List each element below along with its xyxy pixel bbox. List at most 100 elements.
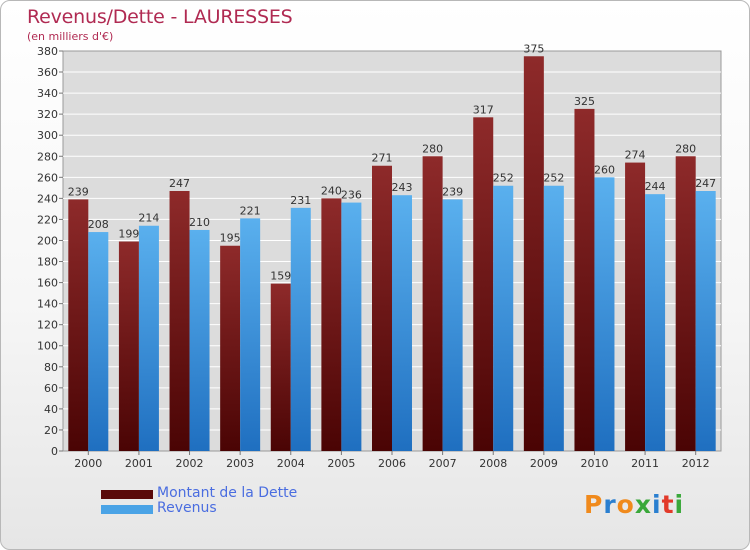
y-tick-label: 80 [44,361,58,374]
data-label: 375 [523,42,544,55]
y-tick-label: 180 [37,256,58,269]
y-tick-label: 140 [37,298,58,311]
bar-debt [422,156,443,451]
logo-letter: r [603,490,617,519]
x-tick-label: 2002 [176,457,204,470]
x-axis-ticks: 2000 2001 2002 2003 2004 2005 2006 2007 2008 2009… [74,451,710,470]
data-label: 214 [138,212,159,225]
y-tick-label: 20 [44,424,58,437]
data-label: 260 [594,163,615,176]
data-label: 252 [493,172,514,185]
logo-letter: i [674,490,685,519]
bar-revenus [442,199,463,451]
x-tick-label: 2003 [226,457,254,470]
bar-debt [523,56,544,452]
logo-letter: t [661,490,675,519]
y-tick-label: 200 [37,234,58,247]
data-label: 247 [169,177,190,190]
bar-revenus [189,229,210,451]
data-label: 210 [189,216,210,229]
y-tick-label: 120 [37,319,58,332]
y-tick-label: 40 [44,403,58,416]
data-label: 271 [372,152,393,165]
bar-revenus [290,207,311,451]
x-tick-label: 2007 [429,457,457,470]
bar-revenus [594,177,615,451]
chart-title: Revenus/Dette - LAURESSES [27,6,293,28]
data-label: 317 [473,103,494,116]
x-tick-label: 2008 [479,457,507,470]
data-label: 195 [220,232,241,245]
data-label: 280 [422,142,443,155]
y-tick-label: 320 [37,108,58,121]
bar-debt [372,165,392,451]
y-tick-label: 280 [37,150,58,163]
x-tick-label: 2011 [631,457,659,470]
legend-label-debt: Montant de la Dette [157,485,298,501]
y-tick-label: 260 [37,171,58,184]
x-tick-label: 2012 [682,457,710,470]
y-tick-label: 0 [51,445,58,458]
bar-revenus [138,225,159,451]
data-label: 243 [392,181,413,194]
y-tick-label: 340 [37,87,58,100]
bar-revenus [543,185,564,451]
x-tick-label: 2004 [277,457,305,470]
x-tick-label: 2001 [125,457,153,470]
data-label: 274 [625,149,646,162]
bar-revenus [88,232,109,451]
bar-revenus [493,185,514,451]
chart-subtitle: (en milliers d'€) [27,30,114,43]
legend-swatch-revenus [101,505,153,514]
x-tick-label: 2010 [580,457,608,470]
data-label: 231 [290,194,311,207]
bar-debt [68,199,89,451]
x-tick-label: 2009 [530,457,558,470]
legend-label-revenus: Revenus [157,500,217,516]
x-tick-label: 2005 [327,457,355,470]
logo-letter: i [652,490,662,519]
bar-revenus [392,195,412,451]
logo-letter: o [616,490,635,519]
y-tick-label: 60 [44,382,58,395]
bars [68,56,716,452]
data-label: 239 [68,185,89,198]
data-label: 199 [118,228,139,241]
data-label: 159 [270,270,291,283]
bar-revenus [341,202,362,451]
logo-letter: x [634,490,652,519]
data-label: 240 [321,184,342,197]
bar-debt [625,162,646,451]
bar-revenus [645,194,666,451]
bar-revenus [695,191,716,451]
data-labels: 239 208 199 214 247 210 195 221 159 231 240 236 271 2… [68,42,716,282]
bar-debt [270,283,291,451]
data-label: 252 [543,172,564,185]
data-label: 208 [88,218,109,231]
y-tick-label: 300 [37,129,58,142]
legend-swatch-debt [101,490,153,499]
bar-debt [169,191,190,451]
y-axis-ticks: 0 20 40 60 80 100 120 140 160 180 200 220 240 260 280 3… [37,45,63,458]
bar-debt [118,241,139,451]
x-tick-label: 2006 [378,457,406,470]
data-label: 247 [695,177,716,190]
data-label: 236 [341,189,362,202]
y-tick-label: 100 [37,340,58,353]
bar-debt [473,117,494,451]
data-label: 221 [240,204,261,217]
data-label: 239 [442,185,463,198]
y-tick-label: 160 [37,277,58,290]
bar-debt [321,198,342,451]
y-tick-label: 380 [37,45,58,58]
x-tick-label: 2000 [74,457,102,470]
logo-letter: P [584,490,604,519]
data-label: 280 [675,142,696,155]
data-label: 244 [645,180,666,193]
data-label: 325 [574,95,595,108]
y-tick-label: 240 [37,192,58,205]
bar-debt [574,108,595,451]
proxiti-logo: Proxiti [584,490,684,519]
